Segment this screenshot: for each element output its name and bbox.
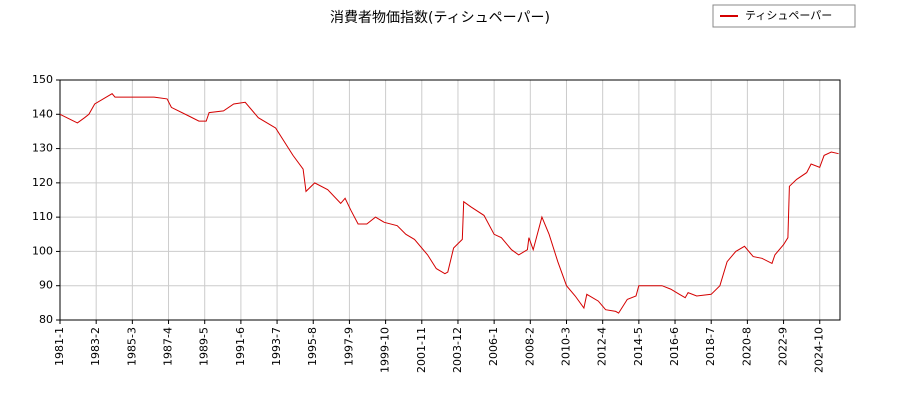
plot-frame — [59, 79, 841, 321]
x-tick-label: 1981-1 — [53, 327, 66, 366]
x-tick-label: 1991-6 — [234, 327, 247, 366]
x-tick-label: 2016-6 — [668, 327, 681, 366]
x-tick-label: 1997-9 — [342, 327, 355, 366]
legend-box — [712, 4, 856, 28]
x-tick-label: 1985-3 — [125, 327, 138, 366]
data-line — [59, 93, 839, 314]
x-tick-label: 1995-8 — [306, 327, 319, 366]
y-tick-label: 80 — [39, 313, 53, 326]
y-tick-label: 120 — [32, 176, 53, 189]
x-tick-label: 1987-4 — [162, 327, 175, 366]
x-tick-label: 2010-3 — [559, 327, 572, 366]
x-tick-label: 2020-8 — [740, 327, 753, 366]
x-tick-label: 2006-1 — [487, 327, 500, 366]
y-tick-label: 150 — [32, 73, 53, 86]
x-tick-label: 2001-11 — [415, 327, 428, 373]
x-tick-label: 2003-12 — [451, 327, 464, 373]
y-tick-label: 140 — [32, 107, 53, 120]
x-tick-label: 2018-7 — [704, 327, 717, 366]
x-tick-label: 2024-10 — [813, 327, 826, 373]
chart-title: 消費者物価指数(ティシュペーパー) — [330, 10, 550, 26]
x-tick-label: 1999-10 — [379, 327, 392, 373]
legend: ティシュペーパー — [712, 4, 856, 28]
y-tick-label: 100 — [32, 244, 53, 257]
x-tick-label: 2022-9 — [777, 327, 790, 366]
y-tick-label: 110 — [32, 210, 53, 223]
x-tick-label: 1989-5 — [198, 327, 211, 366]
x-tick-label: 2014-5 — [632, 327, 645, 366]
y-tick-label: 90 — [39, 279, 53, 292]
x-tick-label: 1983-2 — [89, 327, 102, 366]
y-tick-label: 130 — [32, 142, 53, 155]
x-tick-label: 2012-4 — [596, 327, 609, 366]
x-tick-label: 1993-7 — [270, 327, 283, 366]
x-tick-label: 2008-2 — [523, 327, 536, 366]
legend-label: ティシュペーパー — [745, 9, 832, 22]
